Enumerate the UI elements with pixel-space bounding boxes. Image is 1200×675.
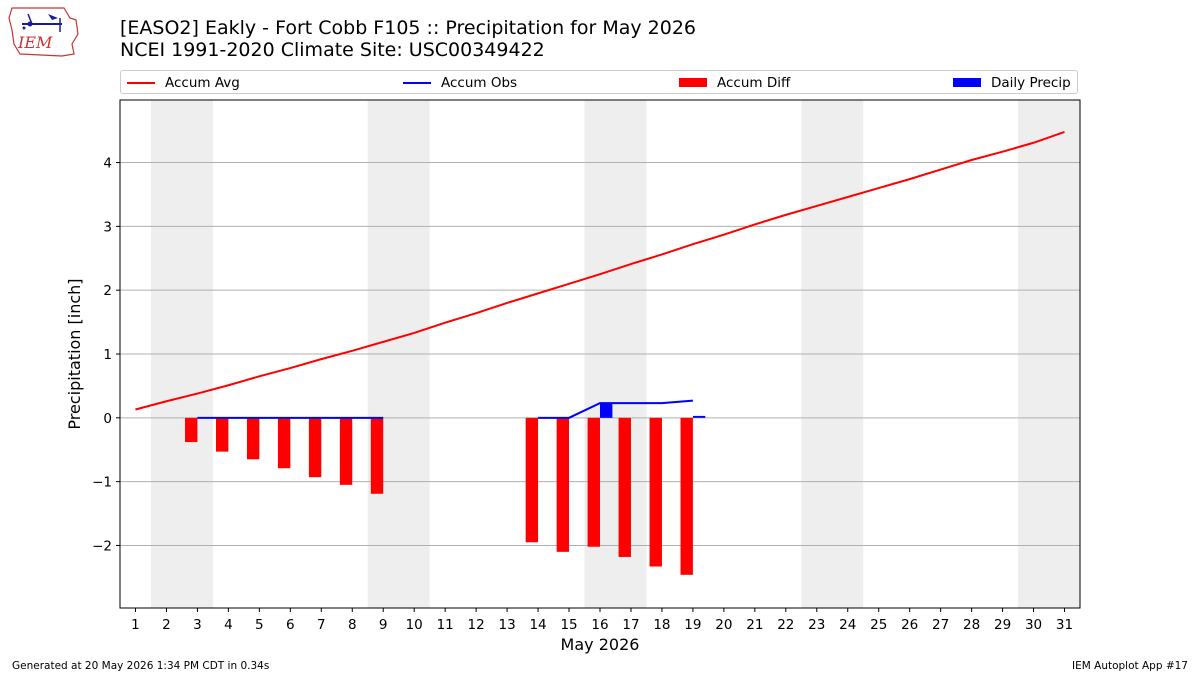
y-tick-label: 1 [103,347,112,363]
accum-diff-bar [216,417,229,452]
x-tick-label: 25 [870,617,887,633]
accum-diff-bar [556,417,570,552]
x-tick-label: 11 [437,617,454,633]
y-axis-label: Precipitation [inch] [65,278,84,429]
legend-swatch [403,81,431,84]
x-tick-label: 16 [591,617,608,633]
x-tick-label: 26 [901,617,918,633]
chart-title-line2: NCEI 1991-2020 Climate Site: USC00349422 [120,39,545,61]
legend-label: Accum Avg [165,74,240,91]
x-tick-label: 14 [529,617,546,633]
x-tick-label: 28 [963,617,980,633]
accum-diff-bar [618,417,631,557]
chart-title: [EASO2] Eakly - Fort Cobb F105 :: Precip… [120,17,696,61]
chart-legend: Accum Avg Accum Obs Accum Diff Daily Pre… [120,70,1078,94]
legend-item-accum-avg: Accum Avg [127,74,240,91]
accum-avg-line [135,130,1065,411]
svg-text:IEM: IEM [17,33,53,52]
accum-diff-bar [246,417,260,460]
x-tick-label: 13 [499,617,516,633]
y-tick-label: −2 [92,538,112,554]
accum-diff-bar [339,417,353,485]
x-tick-label: 21 [746,617,763,633]
x-tick-label: 6 [286,617,295,633]
x-tick-label: 4 [224,617,233,633]
x-axis-label: May 2026 [561,635,640,654]
x-tick-label: 8 [348,617,357,633]
generated-timestamp: Generated at 20 May 2026 1:34 PM CDT in … [12,660,270,672]
x-tick-label: 29 [994,617,1011,633]
x-tick-label: 1 [131,617,140,633]
x-tick-label: 18 [653,617,670,633]
x-tick-label: 7 [317,617,326,633]
x-tick-label: 2 [162,617,171,633]
x-tick-label: 15 [560,617,577,633]
accum-diff-bar [649,417,662,567]
x-tick-label: 17 [622,617,639,633]
x-tick-label: 23 [808,617,825,633]
x-tick-label: 20 [715,617,732,633]
x-tick-label: 12 [468,617,485,633]
app-credit: IEM Autoplot App #17 [1072,660,1188,672]
x-tick-label: 31 [1056,617,1073,633]
iem-logo: IEM [8,7,79,57]
x-tick-label: 22 [777,617,794,633]
y-tick-label: 4 [103,156,112,172]
legend-swatch [679,78,707,87]
y-tick-label: 2 [103,283,112,299]
x-tick-label: 5 [255,617,264,633]
x-tick-label: 19 [684,617,701,633]
accum-diff-bar [308,417,322,478]
legend-item-accum-obs: Accum Obs [403,74,517,91]
x-tick-label: 30 [1025,617,1042,633]
x-tick-label: 27 [932,617,949,633]
chart-title-line1: [EASO2] Eakly - Fort Cobb F105 :: Precip… [120,17,697,39]
y-tick-label: −1 [92,475,112,491]
accum-diff-bar [370,417,384,494]
legend-swatch [953,78,981,87]
accum-diff-bar [525,417,539,543]
accum-diff-bar [680,417,693,575]
legend-swatch [127,81,155,84]
x-tick-label: 3 [193,617,202,633]
accum-diff-bar [277,417,291,469]
accum-diff-bar [587,417,600,547]
plot-frame [119,99,1081,609]
y-tick-label: 0 [103,411,112,427]
x-tick-label: 24 [839,617,856,633]
accum-diff-bar [185,417,198,443]
legend-label: Accum Diff [717,74,791,91]
y-tick-label: 3 [103,219,112,235]
x-tick-label: 10 [406,617,423,633]
x-tick-label: 9 [379,617,388,633]
legend-label: Accum Obs [441,74,518,91]
legend-label: Daily Precip [991,74,1071,91]
legend-item-daily-precip: Daily Precip [953,74,1071,91]
daily-precip-bar [692,415,706,418]
legend-item-accum-diff: Accum Diff [679,74,790,91]
accum-obs-line [538,399,693,419]
daily-precip-bar [600,403,613,418]
